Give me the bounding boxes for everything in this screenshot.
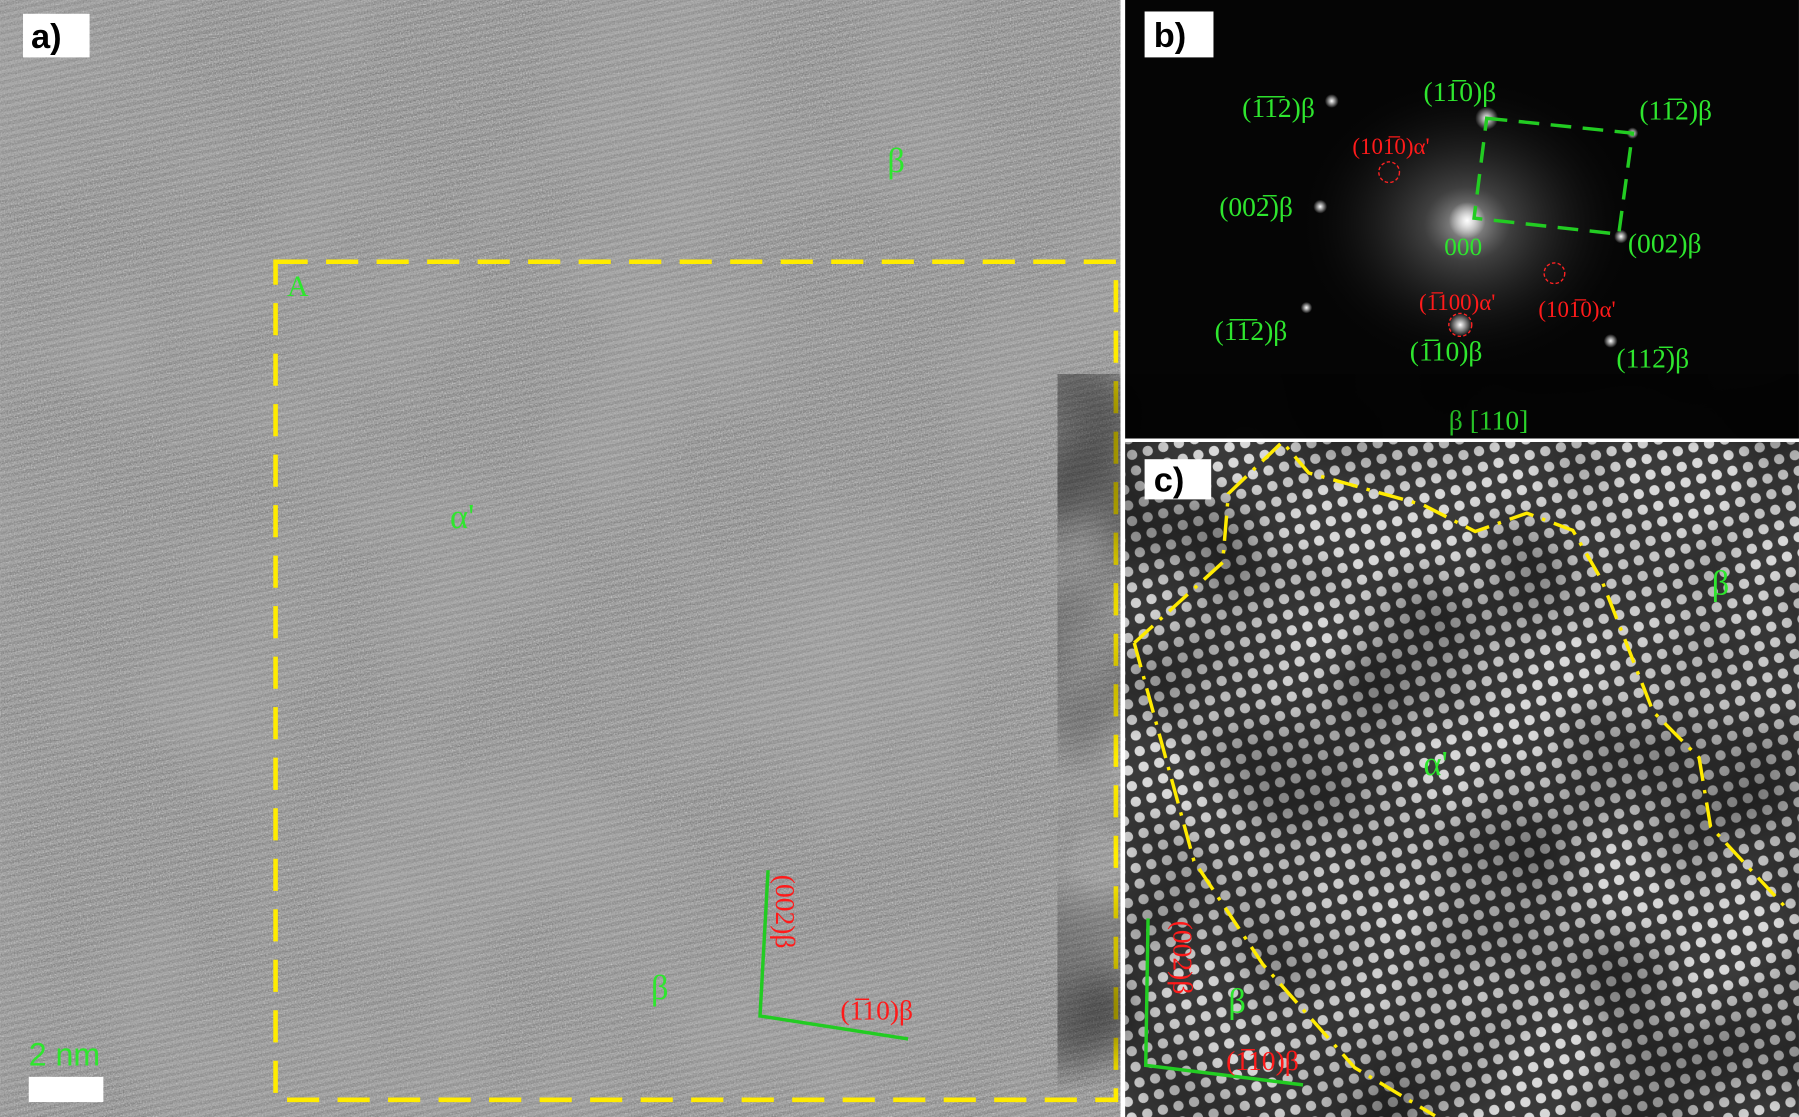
region-label: A: [287, 270, 309, 303]
panel-c: c) β α' β (002)β (1̅10)β: [1125, 439, 1799, 1117]
orientation-axes: [758, 870, 909, 1041]
axis-label-1-10: (1̅10)β: [1226, 1045, 1299, 1076]
phase-label-beta: β: [651, 969, 669, 1007]
spot-label: (1̅1̅2)β: [1242, 92, 1315, 123]
region-a-box: [273, 259, 1119, 1103]
panel-divider: [1120, 0, 1126, 1117]
scale-bar: [28, 1076, 104, 1103]
panel-label: b): [1154, 17, 1187, 55]
panel-label: a): [31, 18, 62, 56]
panel-b: b) (1̅1̅2)β (11̅0)β (11̅2)β (101̅0)α' (0…: [1125, 0, 1799, 439]
spot-label: (1̅100)α': [1419, 290, 1495, 315]
spot-label: (101̅0)α': [1538, 297, 1615, 322]
reciprocal-cell: [1472, 116, 1635, 237]
alpha-spot-circles: [1378, 161, 1566, 338]
center-spot-label: 000: [1444, 233, 1482, 261]
diffraction-spots: [1300, 94, 1639, 348]
panel-divider: [1125, 438, 1799, 442]
panel-label-box: [1144, 459, 1212, 500]
panel-label-box: [23, 13, 90, 58]
phase-label-beta: β: [1228, 983, 1246, 1021]
spot-label: (002̅)β: [1219, 191, 1293, 222]
phase-boundary: [1133, 439, 1787, 909]
phase-label-alpha: α': [450, 498, 474, 536]
panel-label: c): [1154, 461, 1185, 499]
spot-label: (112̅)β: [1616, 342, 1689, 373]
phase-label-beta: β: [887, 142, 905, 180]
phase-boundary: [1132, 642, 1436, 1117]
axis-label-002: (002)β: [770, 875, 801, 949]
phase-label-beta: β: [1712, 565, 1730, 603]
spot-label: (101̅0)α': [1352, 134, 1429, 159]
axis-label-1-10: (1̅10)β: [840, 994, 913, 1025]
spot-label: (11̅2)β: [1639, 94, 1712, 125]
spot-label: (002)β: [1628, 228, 1702, 259]
phase-label-alpha: α': [1424, 745, 1448, 783]
spot-label: (1̅1̅2)β: [1215, 315, 1288, 346]
scale-bar-label: 2 nm: [29, 1036, 100, 1072]
panel-label-box: [1144, 11, 1214, 58]
orientation-axes: [1143, 918, 1304, 1087]
axis-label-002: (002)β: [1167, 921, 1198, 995]
panel-a: a) β A α' β (002)β (1̅10)β 2 nm: [0, 0, 1121, 1117]
spot-label: (11̅0)β: [1424, 76, 1497, 107]
zone-axis-label: β [110]: [1449, 404, 1529, 435]
spot-label: (1̅10)β: [1410, 335, 1483, 366]
